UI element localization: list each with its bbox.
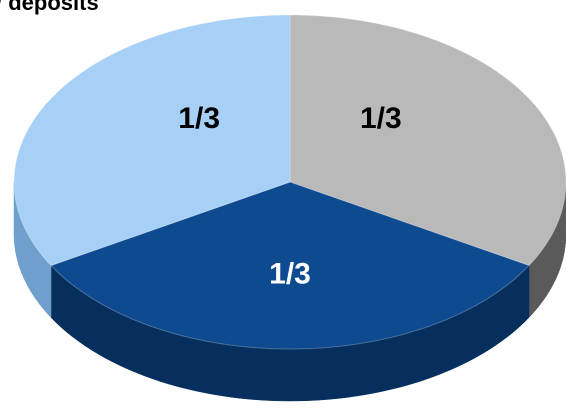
chart-title: / deposits xyxy=(0,0,99,15)
data-label: 1/3 xyxy=(269,257,311,290)
pie-slice xyxy=(289,14,566,319)
slice-side xyxy=(13,182,52,319)
pie-slice xyxy=(13,14,291,319)
data-label: 1/3 xyxy=(360,102,402,135)
data-label: 1/3 xyxy=(178,102,220,135)
slice-top xyxy=(13,14,291,267)
slice-top xyxy=(289,14,566,267)
